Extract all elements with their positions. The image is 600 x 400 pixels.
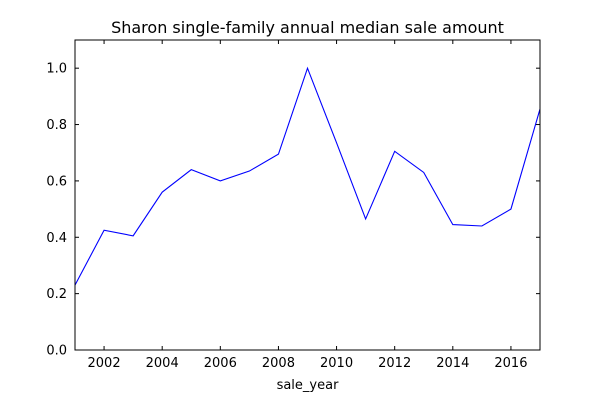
- x-tick-label: 2008: [262, 356, 295, 371]
- x-axis-label: sale_year: [277, 378, 340, 393]
- series-line: [74, 66, 541, 286]
- x-tick-label: 2002: [88, 356, 121, 371]
- x-axis: 2002 2004 2006 2008 2010 2012 2014 2016: [88, 40, 527, 371]
- y-tick-label: 0.0: [46, 344, 67, 359]
- series-layer: [74, 66, 541, 286]
- y-tick-label: 0.2: [46, 287, 67, 302]
- x-tick-label: 2006: [204, 356, 237, 371]
- x-tick-label: 2012: [378, 356, 411, 371]
- y-tick-label: 0.6: [46, 174, 67, 189]
- y-tick-label: 1.0: [46, 62, 67, 77]
- chart-title: Sharon single-family annual median sale …: [111, 18, 504, 37]
- y-tick-label: 0.4: [46, 231, 67, 246]
- y-tick-label: 0.8: [46, 118, 67, 133]
- x-tick-label: 2010: [320, 356, 353, 371]
- x-tick-label: 2016: [494, 356, 527, 371]
- x-tick-label: 2004: [146, 356, 179, 371]
- x-tick-label: 2014: [436, 356, 469, 371]
- y-axis: 0.0 0.2 0.4 0.6 0.8 1.0: [46, 62, 540, 359]
- plot-frame: [74, 39, 541, 351]
